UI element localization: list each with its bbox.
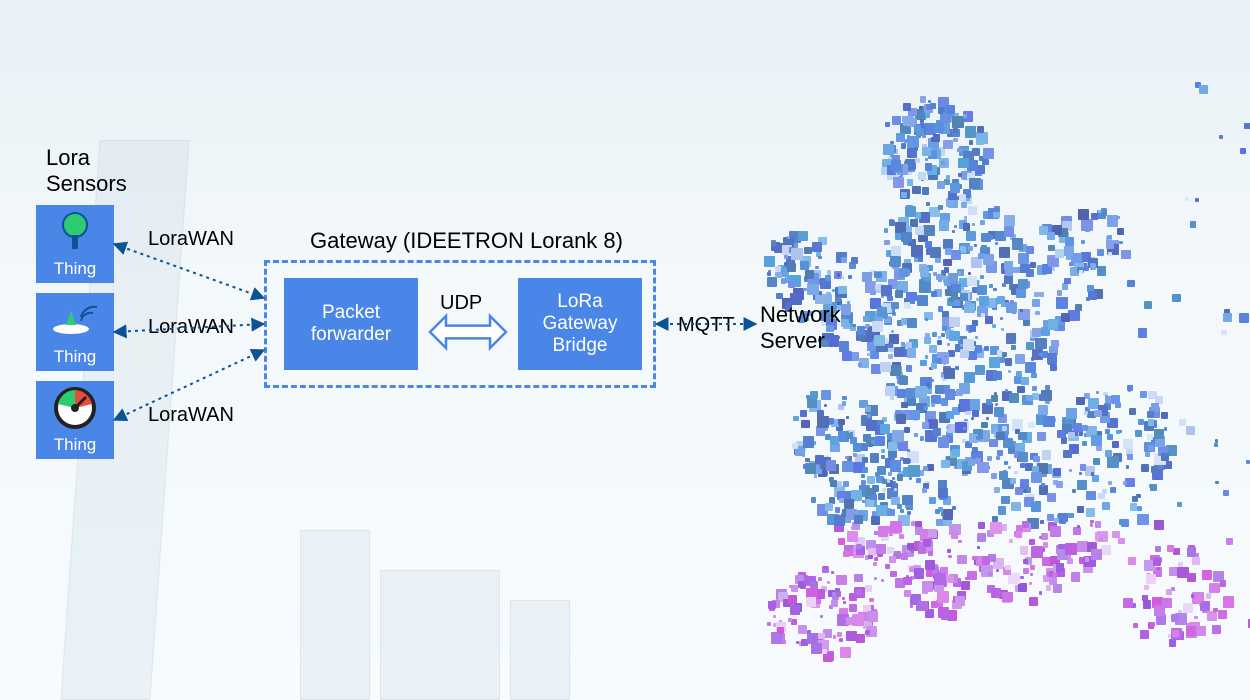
network-server-label: Network Server <box>760 302 841 354</box>
sensor-2: Thing <box>36 293 114 371</box>
lorawan-label: LoraWAN <box>148 404 234 427</box>
lorawan-label: LoraWAN <box>148 228 234 251</box>
lorawan-label: LoraWAN <box>148 316 234 339</box>
bg-runner-icon <box>630 0 1250 700</box>
mqtt-label: MQTT <box>678 314 735 337</box>
bg-building <box>300 530 370 700</box>
packet-forwarder: Packet forwarder <box>284 278 418 370</box>
sensor-label: Thing <box>54 435 97 455</box>
gateway-title: Gateway (IDEETRON Lorank 8) <box>310 228 623 254</box>
bg-building <box>510 600 570 700</box>
wifi-icon <box>51 293 99 347</box>
gauge-icon <box>53 381 97 435</box>
diagram-stage: Lora Sensors Thing Thing <box>0 0 1250 700</box>
sensor-1: Thing <box>36 205 114 283</box>
sensor-3: Thing <box>36 381 114 459</box>
bulb-icon <box>57 205 93 259</box>
bg-building <box>380 570 500 700</box>
udp-label: UDP <box>440 292 482 315</box>
sensor-label: Thing <box>54 347 97 367</box>
sensor-label: Thing <box>54 259 97 279</box>
sensors-heading: Lora Sensors <box>46 145 127 197</box>
lora-gateway-bridge: LoRa Gateway Bridge <box>518 278 642 370</box>
